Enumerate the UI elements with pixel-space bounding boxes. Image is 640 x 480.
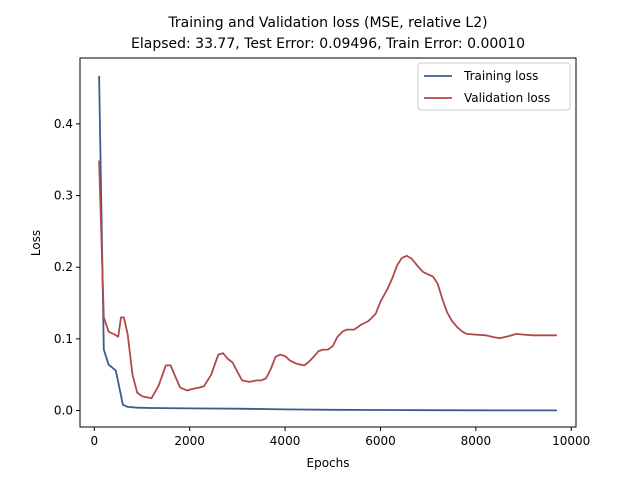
legend-box <box>417 62 571 111</box>
y-tick-label: 0.4 <box>54 117 73 131</box>
y-axis-label: Loss <box>29 230 43 256</box>
x-tick-label: 8000 <box>461 434 492 448</box>
plot-area-frame <box>79 57 577 428</box>
x-tick-label: 6000 <box>365 434 396 448</box>
chart-subtitle: Elapsed: 33.77, Test Error: 0.09496, Tra… <box>131 36 525 52</box>
y-axis-ticks: 0.0 0.1 0.2 0.3 0.4 <box>54 117 80 418</box>
x-tick-label: 10000 <box>552 434 590 448</box>
x-tick-label: 0 <box>90 434 98 448</box>
legend-label-training: Training loss <box>463 69 538 83</box>
x-axis-ticks: 0 2000 4000 6000 8000 10000 <box>90 427 590 448</box>
chart-title: Training and Validation loss (MSE, relat… <box>167 15 487 31</box>
y-tick-label: 0.3 <box>54 189 73 203</box>
series-line-training <box>98 75 557 412</box>
legend: Training loss Validation loss <box>417 62 571 111</box>
series-line-validation <box>98 160 557 400</box>
y-tick-label: 0.2 <box>54 260 73 274</box>
y-tick-label: 0.0 <box>54 404 73 418</box>
x-axis-label: Epochs <box>307 456 350 470</box>
plot-lines <box>98 75 557 412</box>
legend-label-validation: Validation loss <box>464 91 550 105</box>
x-tick-label: 4000 <box>270 434 301 448</box>
x-tick-label: 2000 <box>174 434 205 448</box>
y-tick-label: 0.1 <box>54 332 73 346</box>
